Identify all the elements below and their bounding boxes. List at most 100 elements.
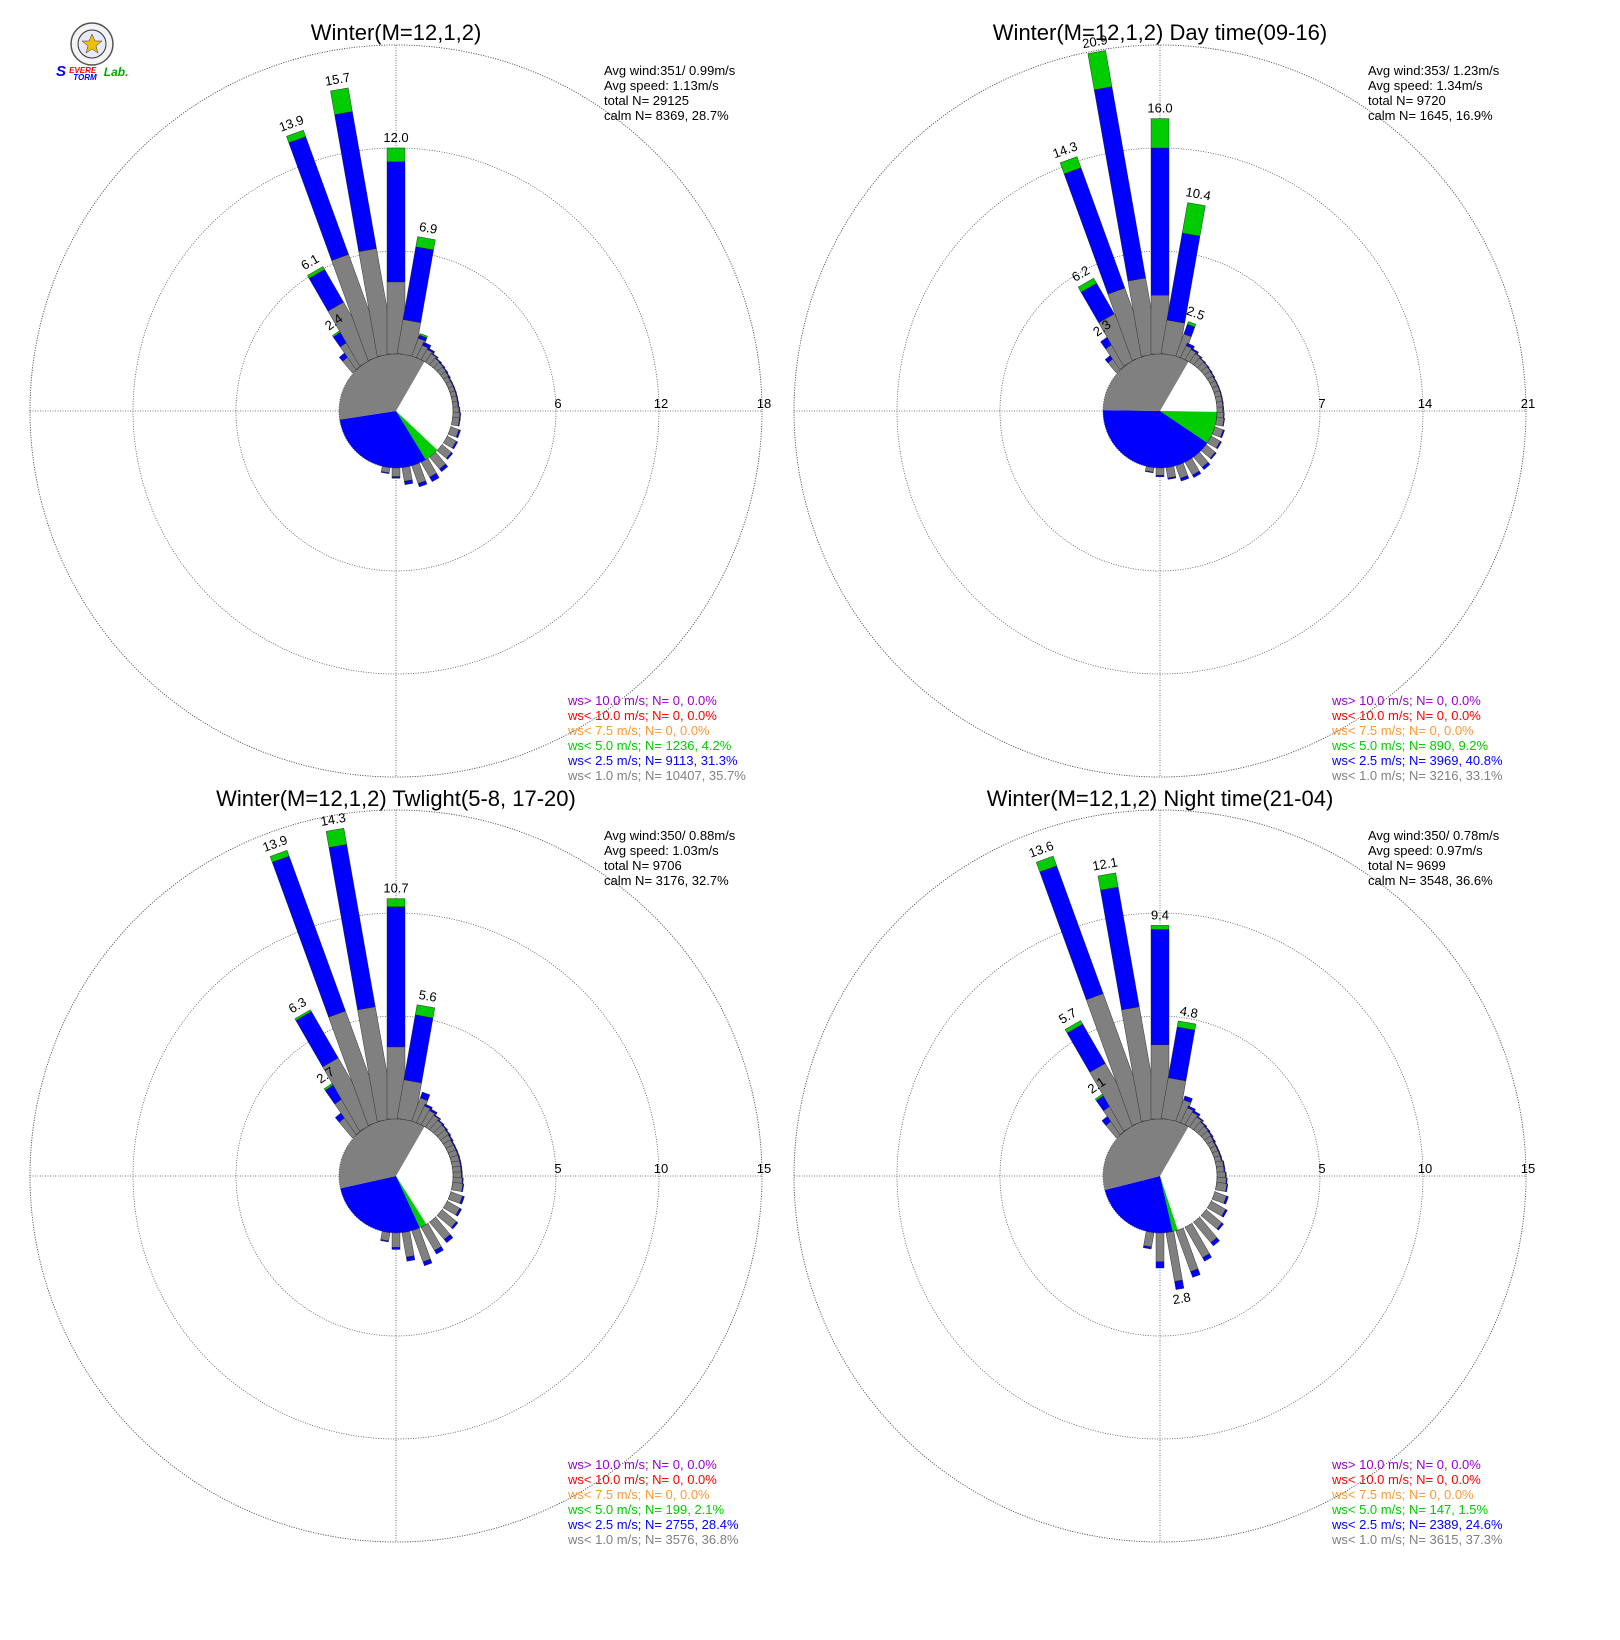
bar-segment-lt1 bbox=[1155, 467, 1165, 476]
sector-value-label: 10.4 bbox=[1185, 184, 1213, 203]
bar-segment-lt1 bbox=[401, 466, 413, 482]
legend-entry: ws< 1.0 m/s; N= 3576, 36.8% bbox=[567, 1532, 739, 1547]
sector-bar bbox=[429, 451, 449, 472]
logo-text-part: EVERE bbox=[69, 66, 97, 75]
legend-entry: ws> 10.0 m/s; N= 0, 0.0% bbox=[567, 1457, 717, 1472]
bar-segment-lt1 bbox=[391, 1232, 401, 1248]
bar-segment-lt2_5 bbox=[445, 370, 451, 379]
sector-bar bbox=[447, 426, 461, 439]
sector-bar bbox=[416, 1103, 433, 1127]
hub-calm-wedge bbox=[1160, 1126, 1217, 1231]
bar-segment-lt2_5 bbox=[422, 1258, 433, 1267]
calm-hub bbox=[338, 1118, 454, 1234]
legend-entry: ws< 1.0 m/s; N= 10407, 35.7% bbox=[567, 768, 746, 783]
sector-value-label: 9.4 bbox=[1151, 907, 1169, 922]
sector-bar bbox=[451, 416, 461, 427]
ring-label: 14 bbox=[1418, 396, 1432, 411]
panel-title: Winter(M=12,1,2) Day time(09-16) bbox=[993, 20, 1327, 45]
bar-segment-lt2_5 bbox=[1195, 352, 1203, 359]
bar-segment-lt2_5 bbox=[1201, 461, 1211, 470]
legend-entry: ws< 5.0 m/s; N= 890, 9.2% bbox=[1331, 738, 1489, 753]
bar-segment-lt2_5 bbox=[402, 246, 434, 323]
bar-segment-lt2_5 bbox=[1206, 365, 1213, 373]
bar-segment-lt1 bbox=[380, 1231, 391, 1242]
ring-label: 5 bbox=[554, 1161, 561, 1176]
stats-line: total N= 9720 bbox=[1368, 93, 1446, 108]
sector-bar bbox=[1087, 50, 1160, 357]
bar-segment-lt2_5 bbox=[406, 1255, 416, 1262]
hub-lt5-wedge bbox=[1160, 1176, 1178, 1232]
bar-segment-lt5 bbox=[415, 1004, 436, 1019]
hub-lt1-wedge bbox=[1103, 1119, 1189, 1191]
bar-segment-lt2_5 bbox=[426, 347, 436, 354]
sector-bar bbox=[436, 444, 454, 460]
sector-value-label: 2.8 bbox=[1171, 1289, 1191, 1307]
calm-hub bbox=[338, 353, 454, 469]
bar-segment-lt2_5 bbox=[1185, 342, 1195, 350]
sector-bar bbox=[391, 1232, 401, 1250]
sector-bar bbox=[436, 1209, 459, 1230]
bar-segment-lt1 bbox=[391, 467, 401, 477]
sector-bar bbox=[429, 1216, 454, 1244]
bar-segment-lt2_5 bbox=[334, 111, 377, 252]
hub-calm-wedge bbox=[396, 1126, 454, 1225]
sector-bar bbox=[1035, 855, 1150, 1126]
sector-bar bbox=[443, 1200, 462, 1217]
bar-segment-lt2_5 bbox=[1220, 429, 1225, 439]
legend-entry: ws< 10.0 m/s; N= 0, 0.0% bbox=[567, 1472, 717, 1487]
bar-segment-lt2_5 bbox=[391, 1247, 401, 1250]
bar-segment-lt2_5 bbox=[1192, 470, 1202, 478]
bar-segment-lt2_5 bbox=[403, 1014, 434, 1084]
sector-bar bbox=[391, 467, 401, 479]
sector-bar bbox=[420, 347, 436, 364]
legend-entry: ws< 5.0 m/s; N= 199, 2.1% bbox=[567, 1502, 725, 1517]
sector-value-label: 12.1 bbox=[1091, 854, 1119, 873]
legend-entry: ws< 7.5 m/s; N= 0, 0.0% bbox=[567, 723, 710, 738]
bar-segment-lt2_5 bbox=[1221, 1209, 1228, 1218]
bar-segment-lt2_5 bbox=[456, 429, 461, 439]
bar-segment-lt2_5 bbox=[438, 361, 446, 369]
bar-segment-lt2_5 bbox=[1216, 440, 1222, 450]
sector-bar bbox=[386, 898, 406, 1120]
sector-bar bbox=[1193, 1216, 1220, 1247]
stats-line: total N= 9706 bbox=[604, 858, 682, 873]
logo-text-part: TORM bbox=[73, 73, 97, 82]
bar-segment-lt2_5 bbox=[422, 341, 432, 349]
legend-entry: ws< 5.0 m/s; N= 147, 1.5% bbox=[1331, 1502, 1489, 1517]
sector-bar bbox=[1211, 1191, 1229, 1205]
grid-ring-outer bbox=[793, 44, 1527, 778]
stats-line: Avg speed: 0.97m/s bbox=[1368, 843, 1483, 858]
sector-value-label: 14.3 bbox=[319, 810, 347, 829]
bar-segment-lt2_5 bbox=[452, 440, 459, 450]
sector-bar bbox=[433, 1123, 449, 1139]
bar-segment-lt2_5 bbox=[1039, 865, 1104, 1000]
sector-bar bbox=[1184, 1223, 1212, 1262]
bar-segment-lt5 bbox=[307, 266, 325, 279]
bar-segment-lt2_5 bbox=[1210, 1237, 1220, 1247]
bar-segment-lt5 bbox=[386, 898, 406, 908]
bar-segment-lt2_5 bbox=[391, 476, 401, 479]
bar-segment-lt2_5 bbox=[1183, 1095, 1193, 1103]
stats-line: calm N= 8369, 28.7% bbox=[604, 108, 729, 123]
bar-segment-lt1 bbox=[451, 1181, 464, 1192]
bar-segment-lt2_5 bbox=[1150, 929, 1170, 1046]
sector-value-label: 12.0 bbox=[383, 130, 408, 145]
sector-bar bbox=[1175, 462, 1190, 482]
sector-bar bbox=[451, 1181, 465, 1193]
sector-bar bbox=[1175, 1227, 1201, 1278]
sector-bar bbox=[1200, 1209, 1224, 1231]
legend-entry: ws> 10.0 m/s; N= 0, 0.0% bbox=[1331, 693, 1481, 708]
sector-bar bbox=[1165, 1231, 1185, 1290]
sector-bar bbox=[325, 827, 396, 1122]
legend-entry: ws< 2.5 m/s; N= 2755, 28.4% bbox=[567, 1517, 739, 1532]
bar-segment-lt2_5 bbox=[380, 471, 390, 474]
bar-segment-lt2_5 bbox=[1216, 1222, 1224, 1231]
sector-value-label: 5.6 bbox=[418, 987, 438, 1005]
bar-segment-lt2_5 bbox=[441, 1123, 449, 1131]
bar-segment-lt1 bbox=[401, 1231, 415, 1258]
bar-segment-lt2_5 bbox=[1190, 1268, 1201, 1278]
sector-bar bbox=[1180, 342, 1195, 362]
bar-segment-lt2_5 bbox=[1155, 1261, 1165, 1269]
ring-label: 10 bbox=[1418, 1161, 1432, 1176]
